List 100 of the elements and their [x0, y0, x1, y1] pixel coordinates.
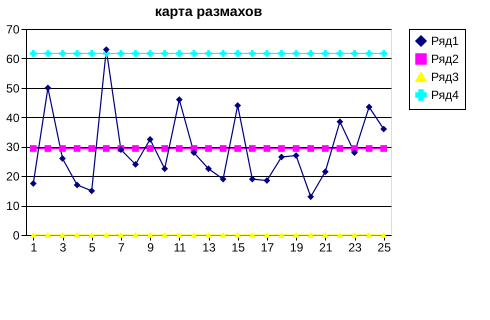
point	[59, 232, 66, 238]
point	[74, 182, 80, 188]
point	[278, 154, 285, 160]
point	[30, 50, 37, 57]
y-tick-label: 60	[6, 52, 20, 66]
point	[205, 145, 212, 152]
y-tick-label: 10	[6, 199, 20, 214]
point	[220, 176, 226, 182]
point	[351, 50, 358, 57]
point	[351, 149, 358, 156]
point	[44, 145, 52, 152]
x-tick-label: 13	[202, 240, 216, 254]
point	[146, 232, 154, 238]
point	[336, 232, 344, 238]
point	[176, 145, 183, 152]
point	[264, 50, 270, 57]
y-tick-label: 40	[6, 110, 20, 125]
point	[336, 118, 344, 126]
point	[278, 50, 285, 57]
point	[132, 161, 139, 168]
point	[322, 232, 329, 238]
x-tick-label: 15	[232, 240, 246, 254]
point	[146, 136, 154, 143]
point	[88, 50, 96, 57]
point	[248, 50, 256, 57]
point	[161, 50, 168, 57]
point	[366, 232, 372, 238]
point	[264, 177, 270, 184]
point	[307, 232, 314, 238]
point	[322, 145, 329, 152]
legend-label: Ряд4	[431, 88, 460, 102]
point	[322, 50, 329, 57]
point	[190, 149, 198, 156]
point	[59, 50, 66, 57]
point	[74, 232, 80, 238]
point	[176, 96, 183, 103]
point	[118, 50, 124, 57]
point	[59, 155, 66, 162]
y-tick-label: 0	[12, 228, 20, 242]
point	[248, 176, 256, 182]
point	[44, 232, 52, 238]
point	[380, 232, 388, 238]
point	[336, 145, 344, 152]
y-tick-label: 20	[6, 170, 20, 184]
point	[146, 145, 154, 152]
point	[161, 145, 168, 152]
point	[322, 168, 329, 176]
point	[366, 145, 372, 152]
point	[264, 232, 270, 238]
point	[380, 50, 388, 57]
y-tick-label: 50	[6, 81, 20, 96]
point	[205, 232, 212, 238]
point	[307, 193, 314, 200]
point	[146, 50, 154, 57]
point	[220, 232, 226, 238]
point	[307, 50, 314, 57]
point	[234, 50, 242, 57]
x-tick-label: 3	[60, 240, 67, 254]
point	[30, 232, 37, 238]
point	[88, 145, 96, 152]
x-tick-label: 19	[290, 240, 304, 254]
point	[190, 232, 198, 238]
point	[292, 232, 300, 238]
x-tick-label: 5	[88, 240, 96, 254]
point	[176, 232, 183, 238]
x-tick-label: 9	[147, 240, 154, 254]
point	[220, 145, 226, 152]
y-tick-label: 70	[6, 22, 20, 36]
x-tick-label: 7	[118, 240, 126, 254]
point	[118, 232, 124, 238]
chart-title: карта размахов	[154, 3, 263, 19]
point	[176, 50, 183, 57]
point	[205, 165, 212, 172]
point	[366, 104, 372, 110]
point	[88, 188, 96, 194]
point	[102, 145, 110, 152]
x-tick-label: 11	[174, 240, 186, 254]
point	[59, 145, 66, 152]
point	[132, 232, 139, 238]
point	[366, 50, 372, 57]
point	[292, 152, 300, 159]
x-tick-label: 23	[348, 240, 362, 254]
point	[292, 145, 300, 152]
point	[132, 50, 139, 57]
point	[234, 102, 242, 109]
point	[220, 50, 226, 57]
point	[44, 50, 52, 57]
point	[161, 232, 168, 238]
point	[380, 126, 388, 132]
point	[234, 232, 242, 238]
y-tick-label: 30	[6, 140, 20, 154]
point	[30, 180, 37, 187]
point	[248, 145, 256, 152]
point	[248, 232, 256, 238]
legend-label: Ряд2	[431, 52, 460, 66]
point	[307, 145, 314, 152]
point	[278, 232, 285, 238]
point	[278, 145, 285, 152]
x-tick-label: 21	[319, 240, 333, 254]
point	[351, 232, 358, 238]
